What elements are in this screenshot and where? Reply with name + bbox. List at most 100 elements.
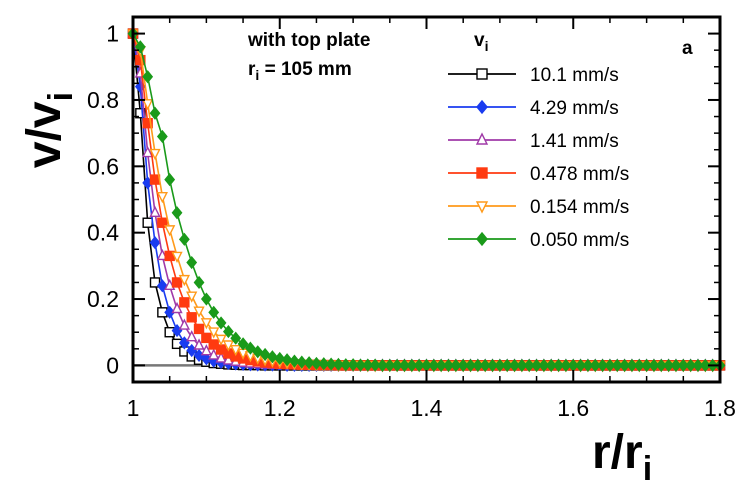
data-point xyxy=(377,358,388,373)
legend-item: 0.154 mm/s xyxy=(448,197,629,218)
data-point xyxy=(355,358,366,372)
panel-label: a xyxy=(682,38,693,59)
data-point xyxy=(171,251,183,263)
data-point xyxy=(200,292,212,306)
data-point xyxy=(553,358,564,373)
data-point xyxy=(663,358,675,373)
data-point xyxy=(178,274,190,287)
data-point xyxy=(443,358,454,373)
data-point xyxy=(164,172,176,187)
data-point xyxy=(333,357,344,372)
series-5 xyxy=(127,26,726,373)
series-line xyxy=(132,33,720,367)
data-point xyxy=(509,358,520,373)
data-point xyxy=(193,323,205,335)
data-point xyxy=(575,358,586,373)
legend-item: 4.29 mm/s xyxy=(448,98,619,119)
data-point xyxy=(142,99,154,111)
data-point xyxy=(325,357,337,371)
data-point xyxy=(340,358,352,372)
data-point xyxy=(149,205,161,217)
data-point xyxy=(171,277,183,288)
series-layer xyxy=(127,26,726,373)
legend-item: 0.050 mm/s xyxy=(448,230,629,251)
legend-label: 1.41 mm/s xyxy=(530,131,619,152)
data-point xyxy=(208,327,220,339)
series-line xyxy=(132,33,720,367)
data-point xyxy=(171,301,183,314)
data-point xyxy=(391,358,403,373)
data-point xyxy=(670,358,682,373)
data-point xyxy=(318,357,330,371)
data-point xyxy=(399,358,410,373)
legend-label: 10.1 mm/s xyxy=(530,65,619,86)
data-point xyxy=(156,191,168,204)
y-tick-label: 0.6 xyxy=(87,153,119,179)
y-tick-label: 1 xyxy=(106,21,119,47)
data-point xyxy=(200,344,213,356)
data-point xyxy=(450,358,462,373)
legend-label: 0.050 mm/s xyxy=(530,230,629,251)
data-point xyxy=(200,318,213,330)
data-point xyxy=(611,358,623,373)
data-point xyxy=(149,236,161,250)
data-point xyxy=(142,217,153,228)
data-point xyxy=(201,332,212,344)
data-point xyxy=(413,358,425,373)
legend-label: 4.29 mm/s xyxy=(530,98,619,119)
legend-marker xyxy=(475,132,489,145)
data-point xyxy=(274,351,286,366)
legend-marker xyxy=(476,231,488,247)
data-point xyxy=(164,225,176,237)
legend-title: vi xyxy=(474,30,488,54)
data-point xyxy=(156,129,168,144)
data-point xyxy=(435,358,447,373)
data-point xyxy=(311,356,322,371)
data-point xyxy=(531,358,542,373)
x-tick-label: 1.4 xyxy=(411,395,443,421)
series-line xyxy=(132,33,720,367)
data-point xyxy=(699,358,711,373)
data-point xyxy=(523,358,535,373)
data-point xyxy=(494,358,506,373)
data-point xyxy=(193,306,205,318)
data-point xyxy=(516,358,528,373)
data-point xyxy=(303,356,315,370)
data-point xyxy=(164,327,175,338)
data-point xyxy=(156,279,168,293)
data-point xyxy=(457,358,469,373)
ticks-layer xyxy=(132,17,721,382)
legend-item: 1.41 mm/s xyxy=(448,131,619,152)
data-point xyxy=(545,358,557,373)
data-point xyxy=(677,358,689,373)
data-point xyxy=(465,358,476,373)
legend: 10.1 mm/s 4.29 mm/s 1.41 mm/s 0.478 mm/s 0.1… xyxy=(448,65,629,251)
data-point xyxy=(655,358,667,373)
y-tick-label: 0.2 xyxy=(87,286,119,312)
data-point xyxy=(487,358,498,373)
data-point xyxy=(589,358,601,373)
data-point xyxy=(157,217,168,228)
data-point xyxy=(164,305,176,319)
y-axis-title: v/vi xyxy=(18,92,80,168)
data-point xyxy=(193,275,205,290)
data-point xyxy=(178,318,190,330)
data-point xyxy=(692,358,704,373)
data-point xyxy=(281,353,293,367)
legend-label: 0.478 mm/s xyxy=(530,164,629,185)
data-point xyxy=(149,174,161,185)
data-point xyxy=(641,358,653,373)
data-point xyxy=(685,358,697,373)
legend-label: 0.154 mm/s xyxy=(530,197,629,218)
data-point xyxy=(289,354,300,368)
data-point xyxy=(501,358,513,373)
data-point xyxy=(149,106,161,120)
legend-marker xyxy=(475,201,489,214)
data-point xyxy=(362,358,374,372)
data-point xyxy=(237,337,249,351)
data-point xyxy=(142,145,154,158)
labels-layer: 1 1.2 1.4 1.6 1.8 0 0.2 0.4 0.6 0.8 1 xyxy=(87,21,736,421)
data-point xyxy=(267,350,278,364)
data-point xyxy=(149,148,161,161)
